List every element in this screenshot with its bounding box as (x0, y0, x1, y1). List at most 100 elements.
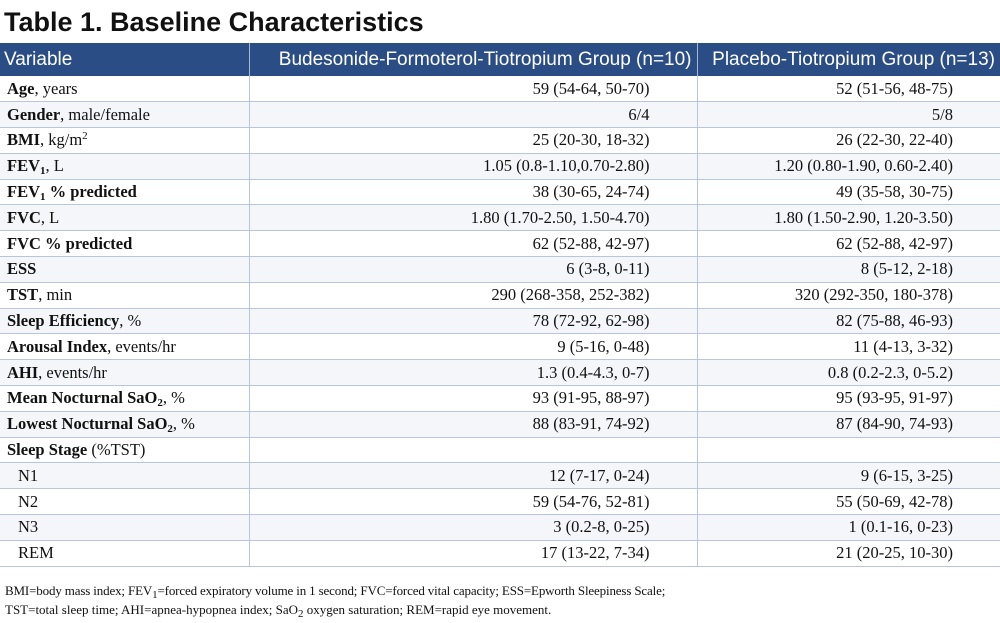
footnote-line-1: BMI=body mass index; FEV1=forced expirat… (5, 581, 995, 601)
variable-unit: , events/hr (107, 336, 176, 356)
group1-value-cell: 3 (0.2-8, 0-25) (249, 514, 698, 541)
group1-value-cell: 1.80 (1.70-2.50, 1.50-4.70) (249, 204, 698, 232)
variable-label-bold: Gender (7, 105, 60, 124)
group1-value-cell: 38 (30-65, 24-74) (249, 179, 698, 206)
footnote-text: =forced expiratory volume in 1 second; F… (157, 583, 666, 598)
variable-label: N2 (18, 491, 39, 511)
baseline-table: Variable Budesonide-Formoterol-Tiotropiu… (0, 43, 1000, 567)
variable-name: Sleep Efficiency (7, 311, 120, 331)
variable-subscript: 1 (40, 165, 46, 178)
group1-value-cell: 78 (72-92, 62-98) (249, 308, 698, 335)
row-variable-cell: FEV1 % predicted (0, 179, 250, 206)
variable-unit: , min (38, 285, 73, 305)
variable-label-bold: Mean Nocturnal SaO2 (7, 388, 163, 410)
group2-value-cell: 0.8 (0.2-2.3, 0-5.2) (697, 359, 1000, 387)
table-row: FVC, L 1.80 (1.70-2.50, 1.50-4.70) 1.80 (1… (0, 204, 1000, 232)
group1-value-cell: 62 (52-88, 42-97) (249, 230, 698, 258)
table-row: Lowest Nocturnal SaO2, % 88 (83-91, 74-92… (0, 411, 1000, 438)
variable-unit: , % (162, 388, 185, 408)
table-row: N2 59 (54-76, 52-81) 55 (50-69, 42-78) (0, 488, 1000, 516)
table-footnote: BMI=body mass index; FEV1=forced expirat… (5, 581, 995, 620)
group2-value-cell: 1.20 (0.80-1.90, 0.60-2.40) (697, 153, 1000, 180)
table-row: FVC % predicted 62 (52-88, 42-97) 62 (52-8… (0, 230, 1000, 258)
variable-label-bold: TST (7, 285, 38, 304)
variable-label-bold: FVC (7, 208, 41, 227)
variable-subscript: 2 (157, 397, 163, 410)
table-row: N3 3 (0.2-8, 0-25) 1 (0.1-16, 0-23) (0, 514, 1000, 541)
table-row: TST, min 290 (268-358, 252-382) 320 (292-3… (0, 282, 1000, 309)
row-variable-cell: FVC, L (0, 204, 250, 232)
variable-name-tail: % predicted (45, 182, 137, 202)
group2-value-cell: 55 (50-69, 42-78) (697, 488, 1000, 516)
variable-label-bold: FEV1 (7, 156, 46, 178)
group2-value-cell: 52 (51-56, 48-75) (697, 76, 1000, 103)
variable-label-bold: FEV1 % predicted (7, 182, 137, 203)
variable-label-bold: FVC % predicted (7, 234, 132, 253)
variable-label-bold: Lowest Nocturnal SaO2 (7, 414, 173, 435)
group1-value-cell: 88 (83-91, 74-92) (249, 411, 698, 438)
group2-value-cell: 1 (0.1-16, 0-23) (697, 514, 1000, 541)
table-row: Sleep Stage (%TST) (0, 437, 1000, 464)
variable-unit: , events/hr (38, 362, 107, 382)
group2-value-cell: 9 (6-15, 3-25) (697, 462, 1000, 490)
row-variable-cell: TST, min (0, 282, 250, 309)
variable-name: AHI (7, 362, 39, 382)
footnote-text: TST=total sleep time; AHI=apnea-hypopnea… (5, 602, 299, 617)
variable-unit: , % (119, 311, 142, 331)
variable-label: N1 (18, 465, 39, 485)
table-row: AHI, events/hr 1.3 (0.4-4.3, 0-7) 0.8 (0.2… (0, 359, 1000, 387)
variable-name: FVC % predicted (7, 233, 133, 253)
unit-superscript: 2 (82, 130, 88, 143)
group1-value-cell: 9 (5-16, 0-48) (249, 333, 698, 361)
row-variable-cell: REM (0, 540, 250, 567)
variable-name: Mean Nocturnal SaO (7, 388, 158, 408)
row-variable-cell: N3 (0, 514, 250, 541)
variable-unit: , male/female (60, 104, 150, 124)
group2-value-cell: 21 (20-25, 10-30) (697, 540, 1000, 567)
row-variable-cell: Lowest Nocturnal SaO2, % (0, 411, 250, 438)
table-header-row: Variable Budesonide-Formoterol-Tiotropiu… (0, 43, 1000, 76)
variable-name: Arousal Index (7, 336, 108, 356)
header-group2: Placebo-Tiotropium Group (n=13) (697, 43, 1000, 76)
group2-value-cell: 8 (5-12, 2-18) (697, 256, 1000, 283)
group1-value-cell: 17 (13-22, 7-34) (249, 540, 698, 567)
row-variable-cell: FEV1, L (0, 153, 250, 180)
group2-value-cell: 320 (292-350, 180-378) (697, 282, 1000, 309)
variable-label-bold: Sleep Efficiency (7, 311, 119, 330)
table-row: Arousal Index, events/hr 9 (5-16, 0-48) 11… (0, 333, 1000, 361)
row-variable-cell: BMI, kg/m2 (0, 127, 250, 154)
variable-label: REM (18, 543, 54, 563)
group1-value-cell: 6/4 (249, 101, 698, 129)
variable-label-bold: BMI (7, 130, 40, 149)
row-variable-cell: FVC % predicted (0, 230, 250, 258)
variable-label-bold: Sleep Stage (7, 440, 87, 459)
group2-value-cell: 26 (22-30, 22-40) (697, 127, 1000, 154)
row-variable-cell: Sleep Efficiency, % (0, 308, 250, 335)
group2-value-cell: 49 (35-58, 30-75) (697, 179, 1000, 206)
variable-unit: (%TST) (87, 440, 146, 460)
group2-value-cell: 1.80 (1.50-2.90, 1.20-3.50) (697, 204, 1000, 232)
table-row: Age, years 59 (54-64, 50-70) 52 (51-56, 48… (0, 76, 1000, 103)
variable-name: FEV (7, 182, 40, 202)
group1-value-cell: 12 (7-17, 0-24) (249, 462, 698, 490)
variable-name: TST (7, 285, 39, 305)
table-row: Mean Nocturnal SaO2, % 93 (91-95, 88-97) 9… (0, 385, 1000, 412)
group1-value-cell: 59 (54-76, 52-81) (249, 488, 698, 516)
table-row: REM 17 (13-22, 7-34) 21 (20-25, 10-30) (0, 540, 1000, 567)
footnote-line-2: TST=total sleep time; AHI=apnea-hypopnea… (5, 600, 995, 620)
row-variable-cell: Arousal Index, events/hr (0, 333, 250, 361)
group2-value-cell: 82 (75-88, 46-93) (697, 308, 1000, 335)
group2-value-cell: 5/8 (697, 101, 1000, 129)
group1-value-cell: 1.05 (0.8-1.10,0.70-2.80) (249, 153, 698, 180)
variable-unit: , years (34, 78, 78, 98)
variable-label-bold: Arousal Index (7, 337, 107, 356)
variable-name: BMI (7, 130, 40, 150)
group1-value-cell: 1.3 (0.4-4.3, 0-7) (249, 359, 698, 387)
group1-value-cell: 25 (20-30, 18-32) (249, 127, 698, 154)
table-row: FEV1 % predicted 38 (30-65, 24-74) 49 (35-… (0, 179, 1000, 206)
group1-value-cell: 93 (91-95, 88-97) (249, 385, 698, 412)
group1-value-cell: 290 (268-358, 252-382) (249, 282, 698, 309)
row-variable-cell: N2 (0, 488, 250, 516)
table-title: Table 1. Baseline Characteristics (4, 7, 424, 37)
